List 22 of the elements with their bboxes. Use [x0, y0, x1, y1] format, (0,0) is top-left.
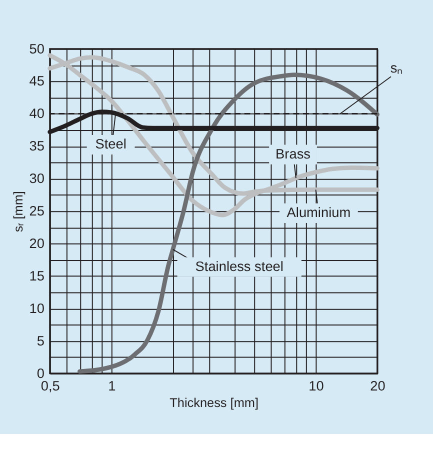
annotation: Steel [95, 136, 126, 152]
y-tick-label: 35 [29, 138, 45, 154]
ref-line-label: sₙ [390, 60, 404, 76]
x-tick-label: 0,5 [40, 378, 60, 394]
annotation: Brass [276, 146, 311, 162]
y-tick-label: 45 [29, 74, 45, 89]
y-tick-label: 50 [29, 41, 45, 56]
y-tick-label: 0 [36, 366, 45, 381]
x-axis-title: Thickness [mm] [170, 396, 258, 410]
annotation: Stainless steel [195, 258, 284, 274]
x-tick-label: 20 [370, 378, 386, 394]
y-tick-label: 10 [29, 300, 45, 316]
y-tick-label: 40 [29, 106, 45, 122]
x-tick-label: 10 [308, 378, 324, 394]
y-tick-label: 5 [36, 333, 45, 348]
y-tick-label: 15 [29, 268, 45, 284]
annotation: Aluminium [286, 205, 351, 220]
x-tick-label: 1 [108, 378, 116, 394]
y-tick-label: 20 [29, 236, 45, 251]
y-axis-title: sᵣ [mm] [11, 191, 26, 232]
y-tick-label: 30 [29, 171, 45, 186]
y-tick-label: 25 [29, 204, 45, 219]
